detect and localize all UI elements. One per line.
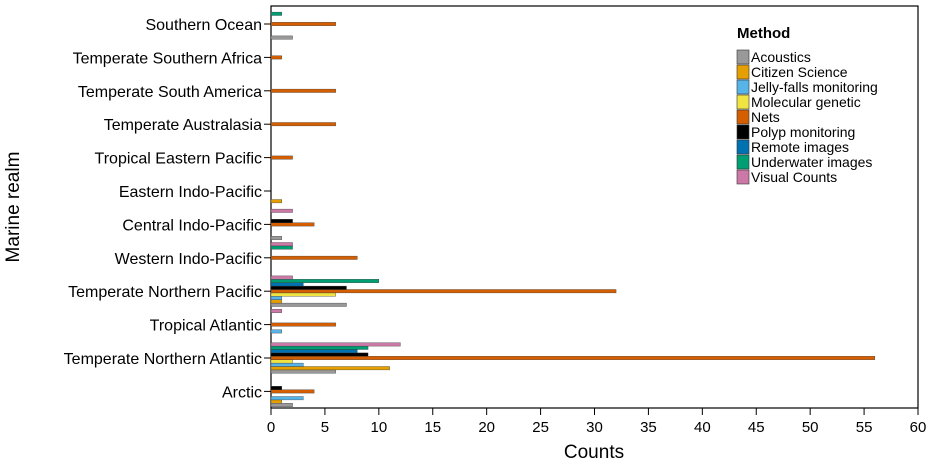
- bar-temperate-northern-pacific-polyp-monitoring: [270, 285, 347, 290]
- category-label-temperate-southern-africa: Temperate Southern Africa: [73, 50, 263, 67]
- bar-temperate-south-america-nets: [270, 88, 336, 93]
- x-tick-label-35: 35: [640, 419, 657, 436]
- legend-label-underwater-images: Underwater images: [751, 154, 872, 170]
- bar-temperate-northern-atlantic-polyp-monitoring: [270, 352, 369, 357]
- bar-temperate-southern-africa-nets: [270, 55, 282, 60]
- x-tick-label-20: 20: [478, 419, 495, 436]
- legend-swatch-underwater-images: [736, 154, 750, 170]
- bar-tropical-atlantic-nets: [270, 322, 336, 327]
- legend-swatch-remote-images: [736, 139, 750, 155]
- bar-western-indo-pacific-visual-counts: [270, 242, 293, 247]
- legend-swatch-visual-counts: [736, 169, 750, 185]
- legend-label-remote-images: Remote images: [751, 139, 849, 155]
- bar-tropical-eastern-pacific-nets: [270, 155, 293, 160]
- bar-central-indo-pacific-nets: [270, 222, 315, 227]
- bar-temperate-northern-atlantic-molecular-genetic: [270, 359, 293, 364]
- x-tick-label-50: 50: [802, 419, 819, 436]
- bar-temperate-northern-pacific-remote-images: [270, 282, 304, 287]
- legend-swatch-jelly-falls-monitoring: [736, 79, 750, 95]
- legend-swatch-citizen-science: [736, 64, 750, 80]
- category-label-central-indo-pacific: Central Indo-Pacific: [122, 217, 262, 234]
- legend-label-acoustics: Acoustics: [751, 49, 811, 65]
- bar-western-indo-pacific-underwater-images: [270, 245, 293, 250]
- legend-swatch-polyp-monitoring: [736, 124, 750, 140]
- bar-temperate-northern-pacific-underwater-images: [270, 279, 380, 283]
- category-label-arctic: Arctic: [222, 384, 262, 401]
- legend-label-nets: Nets: [751, 109, 780, 125]
- x-tick-label-40: 40: [694, 419, 711, 436]
- x-tick-label-0: 0: [267, 419, 275, 436]
- x-tick-label-25: 25: [532, 419, 549, 436]
- bar-southern-ocean-nets: [270, 22, 336, 26]
- x-tick-label-55: 55: [856, 419, 873, 436]
- category-label-western-indo-pacific: Western Indo-Pacific: [115, 251, 262, 268]
- legend-label-polyp-monitoring: Polyp monitoring: [751, 124, 855, 140]
- legend-swatch-acoustics: [736, 49, 750, 65]
- bar-central-indo-pacific-polyp-monitoring: [270, 219, 293, 223]
- bar-temperate-northern-atlantic-jelly-falls-monitoring: [270, 362, 304, 367]
- bar-temperate-northern-pacific-jelly-falls-monitoring: [270, 296, 282, 300]
- category-label-tropical-eastern-pacific: Tropical Eastern Pacific: [95, 151, 262, 168]
- legend-title: Method: [737, 25, 790, 42]
- x-tick-label-45: 45: [748, 419, 765, 436]
- x-tick-label-15: 15: [424, 419, 441, 436]
- category-label-temperate-south-america: Temperate South America: [78, 84, 262, 101]
- bar-temperate-northern-pacific-molecular-genetic: [270, 292, 336, 297]
- legend-label-citizen-science: Citizen Science: [751, 64, 848, 80]
- category-axis: Southern Ocean Temperate Southern Africa T…: [64, 17, 271, 401]
- category-label-eastern-indo-pacific: Eastern Indo-Pacific: [119, 184, 262, 201]
- bar-temperate-northern-atlantic-visual-counts: [270, 342, 401, 347]
- x-axis: 0 5 10 15 20 25 30 35 40 45 50 55 60: [267, 408, 927, 436]
- bar-arctic-citizen-science: [270, 399, 282, 404]
- bars-layer: [270, 11, 876, 407]
- bar-arctic-acoustics: [270, 403, 293, 407]
- bar-central-indo-pacific-visual-counts: [270, 208, 293, 213]
- bar-eastern-indo-pacific-citizen-science: [270, 199, 282, 204]
- bar-temperate-northern-atlantic-nets: [270, 356, 876, 360]
- bar-tropical-atlantic-jelly-falls-monitoring: [270, 329, 282, 334]
- x-tick-label-5: 5: [321, 419, 329, 436]
- bar-western-indo-pacific-nets: [270, 255, 358, 260]
- bar-tropical-atlantic-visual-counts: [270, 309, 282, 313]
- x-axis-title: Counts: [564, 442, 624, 463]
- x-tick-label-30: 30: [586, 419, 603, 436]
- legend-label-molecular-genetic: Molecular genetic: [751, 94, 861, 110]
- category-label-temperate-australasia: Temperate Australasia: [104, 117, 262, 134]
- legend-label-jelly-falls-monitoring: Jelly-falls monitoring: [751, 79, 878, 95]
- bar-temperate-australasia-nets: [270, 122, 336, 127]
- bar-temperate-northern-atlantic-remote-images: [270, 349, 358, 354]
- bar-temperate-northern-pacific-acoustics: [270, 302, 347, 307]
- x-tick-label-60: 60: [910, 419, 927, 436]
- bar-temperate-northern-atlantic-acoustics: [270, 369, 336, 374]
- bar-southern-ocean-acoustics: [270, 35, 293, 40]
- bar-temperate-northern-atlantic-underwater-images: [270, 345, 369, 350]
- bar-temperate-northern-pacific-citizen-science: [270, 299, 282, 304]
- bar-central-indo-pacific-acoustics: [270, 236, 282, 240]
- legend-swatch-molecular-genetic: [736, 94, 750, 110]
- legend-label-visual-counts: Visual Counts: [751, 169, 837, 185]
- y-axis-title: Marine realm: [3, 152, 24, 263]
- bar-arctic-polyp-monitoring: [270, 386, 282, 390]
- category-label-southern-ocean: Southern Ocean: [145, 17, 262, 34]
- bar-arctic-nets: [270, 389, 315, 394]
- category-label-tropical-atlantic: Tropical Atlantic: [150, 318, 262, 335]
- legend-swatch-nets: [736, 109, 750, 125]
- x-tick-label-10: 10: [370, 419, 387, 436]
- bar-temperate-northern-pacific-visual-counts: [270, 275, 293, 280]
- bar-southern-ocean-underwater-images: [270, 11, 282, 16]
- bar-arctic-jelly-falls-monitoring: [270, 396, 304, 401]
- category-label-temperate-northern-pacific: Temperate Northern Pacific: [68, 284, 262, 301]
- bar-temperate-northern-pacific-nets: [270, 289, 617, 294]
- category-label-temperate-northern-atlantic: Temperate Northern Atlantic: [64, 351, 262, 368]
- bar-temperate-northern-atlantic-citizen-science: [270, 366, 390, 371]
